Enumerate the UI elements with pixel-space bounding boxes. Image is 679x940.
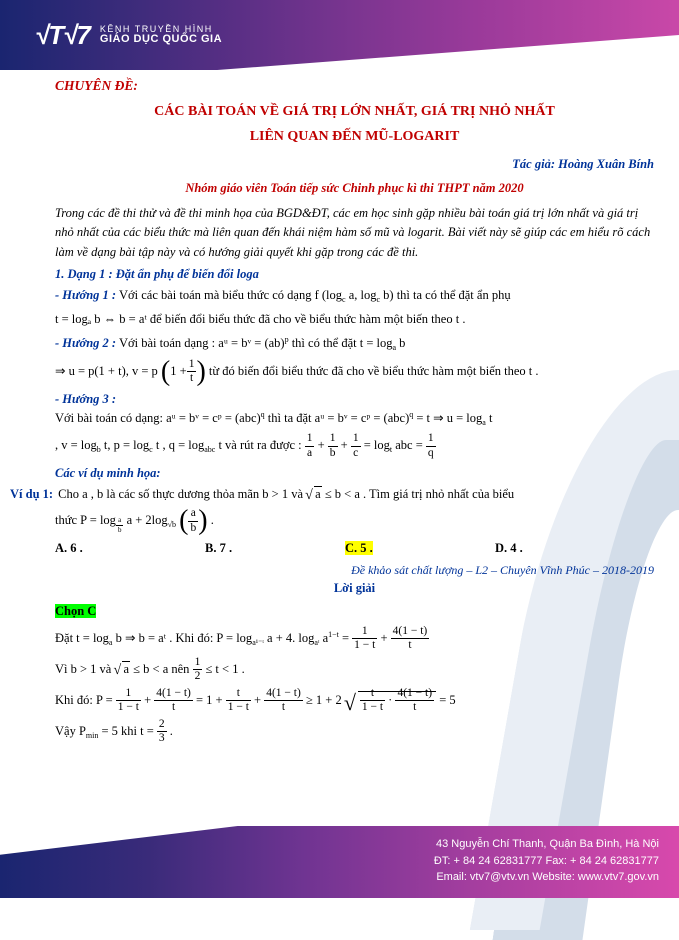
choice-b: B. 7 . <box>205 541 232 555</box>
logo-line2: GIÁO DỤC QUỐC GIA <box>100 34 222 45</box>
exam-source: Đề khảo sát chất lượng – L2 – Chuyên Vĩn… <box>55 561 654 580</box>
correct-answer: Chọn C <box>55 604 96 618</box>
choice-a: A. 6 . <box>55 541 83 555</box>
author-line: Tác giả: Hoàng Xuân Bính <box>55 155 654 174</box>
solution-line-2: Vì b > 1 và a ≤ b < a nên 12 ≤ t < 1 . <box>55 657 654 683</box>
document-body: CHUYÊN ĐỀ: CÁC BÀI TOÁN VỀ GIÁ TRỊ LỚN N… <box>0 70 679 745</box>
huong-3-line1: Với bài toán có dạng: aᵘ = bᵛ = cᵖ = (ab… <box>55 409 654 429</box>
huong-1-label: - Hướng 1 : <box>55 288 116 302</box>
example-1-expr: thức P = logab a + 2log√b (ab) . <box>55 508 654 534</box>
solution-heading: Lời giải <box>55 579 654 598</box>
answer-choices: A. 6 . B. 7 . C. 5 . D. 4 . <box>55 539 654 558</box>
topic-label: CHUYÊN ĐỀ: <box>55 76 654 97</box>
footer-phone: ĐT: + 84 24 62831777 Fax: + 84 24 628317… <box>0 853 659 870</box>
logo-mark: √⁠T√7 <box>35 20 90 51</box>
footer-contact: Email: vtv7@vtv.vn Website: www.vtv7.gov… <box>0 869 659 886</box>
solution-line-4: Vậy Pmin = 5 khi t = 23 . <box>55 719 654 745</box>
intro-paragraph: Trong các đề thi thử và đề thi minh họa … <box>55 204 654 262</box>
huong-3-line2: , v = logb t, p = logc t , q = logabc t … <box>55 433 654 459</box>
huong-2-line1: - Hướng 2 : Với bài toán dạng : aᵘ = bᵛ … <box>55 334 654 354</box>
main-title-1: CÁC BÀI TOÁN VỀ GIÁ TRỊ LỚN NHẤT, GIÁ TR… <box>55 101 654 123</box>
examples-heading: Các ví dụ minh họa: <box>55 464 654 483</box>
footer-address: 43 Nguyễn Chí Thanh, Quận Ba Đình, Hà Nộ… <box>0 836 659 853</box>
huong-1-line2: t = logₐ b ⇔ b = aᵗ để biến đổi biểu thứ… <box>55 310 654 329</box>
example-1-label: Ví dụ 1: <box>10 485 55 504</box>
group-line: Nhóm giáo viên Toán tiếp sức Chinh phục … <box>55 179 654 198</box>
huong-1-line1: - Hướng 1 : Với các bài toán mà biểu thứ… <box>55 286 654 306</box>
footer-band: 43 Nguyễn Chí Thanh, Quận Ba Đình, Hà Nộ… <box>0 826 679 898</box>
solution-line-3: Khi đó: P = 11 − t + 4(1 − t)t = 1 + t1 … <box>55 688 654 714</box>
choice-d: D. 4 . <box>495 541 523 555</box>
huong-3-label: - Hướng 3 : <box>55 390 654 409</box>
header-band: √⁠T√7 KÊNH TRUYỀN HÌNH GIÁO DỤC QUỐC GIA <box>0 0 679 70</box>
example-1-stem: Ví dụ 1: Cho a , b là các số thực dương … <box>55 485 654 504</box>
solution-line-1: Đặt t = loga b ⇒ b = aᵗ . Khi đó: P = lo… <box>55 626 654 652</box>
choice-c: C. 5 . <box>345 541 373 555</box>
section-dang1: 1. Dạng 1 : Đặt ẩn phụ để biến đổi loga <box>55 265 654 284</box>
brand-logo: √⁠T√7 KÊNH TRUYỀN HÌNH GIÁO DỤC QUỐC GIA <box>35 20 222 51</box>
huong-2-line2: ⇒ u = p(1 + t), v = p (1 + 1t) từ đó biế… <box>55 359 654 385</box>
huong-2-label: - Hướng 2 : <box>55 336 116 350</box>
main-title-2: LIÊN QUAN ĐẾN MŨ-LOGARIT <box>55 126 654 148</box>
